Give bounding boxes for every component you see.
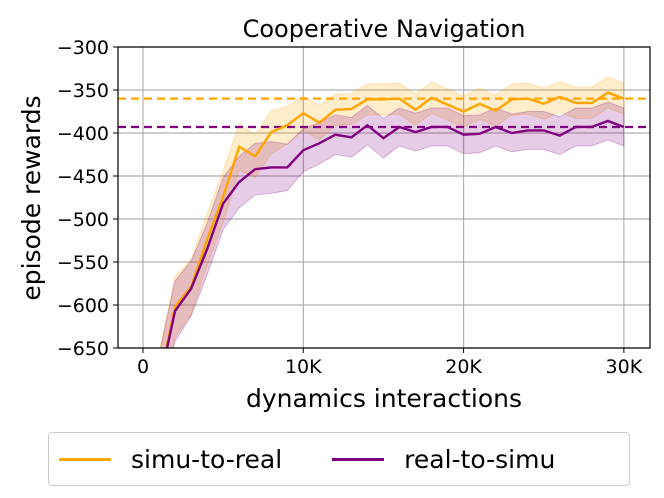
y-tick-label: −550 xyxy=(57,252,109,274)
series-line-real-to-simu xyxy=(165,119,625,348)
y-tick-label: −650 xyxy=(57,338,109,360)
y-tick-label: −300 xyxy=(57,37,109,59)
ticks: 0 10K 20K 30K −300 −350 −400 −450 −500 −550 −600 −6… xyxy=(57,37,643,378)
x-axis-label: dynamics interactions xyxy=(246,384,522,413)
legend: simu-to-real real-to-simu xyxy=(48,432,630,486)
x-tick-label: 0 xyxy=(137,356,149,378)
x-tick-label: 10K xyxy=(285,356,322,378)
legend-item-simu-to-real: simu-to-real xyxy=(59,445,282,474)
legend-item-real-to-simu: real-to-simu xyxy=(332,445,555,474)
y-tick-label: −450 xyxy=(57,166,109,188)
y-tick-label: −500 xyxy=(57,209,109,231)
series-line-simu-to-real xyxy=(165,91,625,348)
y-tick-label: −600 xyxy=(57,295,109,317)
plot-frame xyxy=(117,46,651,349)
confidence-band-real-to-simu xyxy=(160,101,625,348)
y-axis-label: episode rewards xyxy=(17,95,46,300)
chart-title: Cooperative Navigation xyxy=(243,15,526,43)
legend-swatch-purple xyxy=(332,457,385,461)
chart: Cooperative Navigation 0 10K 20K 30K −300 −35… xyxy=(17,15,651,413)
x-tick-label: 30K xyxy=(606,356,643,378)
y-tick-label: −400 xyxy=(57,123,109,145)
confidence-band-simu-to-real xyxy=(159,76,625,348)
legend-label: simu-to-real xyxy=(131,444,283,474)
y-tick-label: −350 xyxy=(57,80,109,102)
x-tick-label: 20K xyxy=(445,356,482,378)
legend-label: real-to-simu xyxy=(404,444,556,474)
legend-swatch-orange xyxy=(59,457,111,461)
series-lines xyxy=(165,91,625,348)
